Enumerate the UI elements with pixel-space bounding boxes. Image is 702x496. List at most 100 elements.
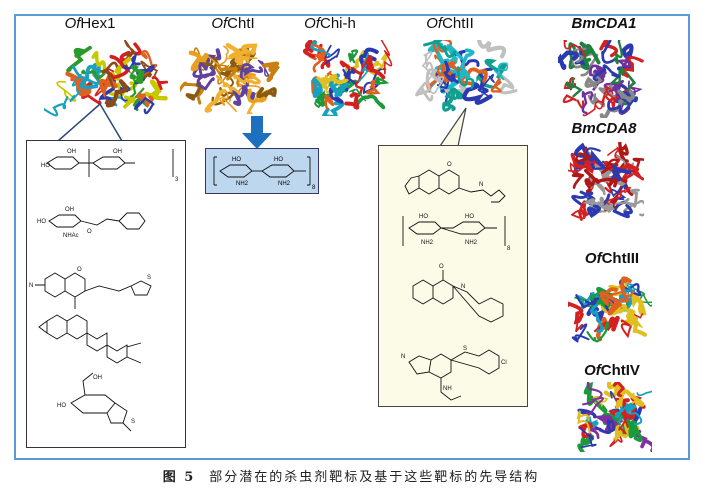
svg-text:S: S [463,346,467,352]
ribbon-segment [321,101,345,116]
ribbon-segment [144,79,168,101]
ribbon-segment [499,74,518,95]
ribbon-segment [363,55,386,80]
ribbon-segment [91,50,107,74]
ribbon-segment [214,58,238,81]
ribbon-segment [558,50,579,70]
label-ofchi-h: OfChi-h [304,15,356,32]
ribbon-segment [442,87,457,112]
ribbon-segment [582,198,607,210]
label-ofchtiv: OfChtIV [584,362,640,379]
ribbon-segment [616,55,631,68]
svg-text:NH2: NH2 [236,181,249,187]
ribbon-segment [571,172,585,189]
ribbon-segment [256,87,277,99]
ribbon-segment [444,60,466,73]
svg-text:3: 3 [175,177,179,183]
ribbon-segment [575,294,600,309]
label-ofchtiii: OfChtIII [584,250,640,267]
ribbon-segment [140,49,158,77]
ribbon-segment [631,292,647,316]
chitin-oligomer-structure: HO HO NH2 NH2 8 [213,156,316,191]
ribbon-segment [577,408,597,419]
ribbon-segment [601,40,615,64]
ribbon-segment [228,43,258,59]
svg-text:HO: HO [419,214,428,220]
ribbon-segment [432,40,453,54]
ribbon-segment [196,62,215,91]
ofhex1-inhibitors-box: OH OH HO 3 OH HO NHAc O N O S OH HO S [26,140,186,448]
svg-text:S: S [147,275,151,281]
ribbon-segment [490,78,502,93]
ribbon-segment [312,51,326,73]
ribbon-segment [104,79,128,108]
ribbon-segment [579,41,595,70]
ribbon-segment [204,45,229,67]
ribbon-segment [219,90,237,113]
svg-text:HO: HO [274,157,283,163]
ribbon-segment [613,40,623,65]
svg-text:HO: HO [57,403,66,409]
ribbon-segment [323,95,335,110]
ribbon-segment [616,403,643,426]
ribbon-segment [616,177,634,197]
ribbon-segment [69,73,85,102]
ribbon-segment [348,49,359,64]
figure-frame [14,14,690,460]
svg-text:O: O [447,162,452,168]
ribbon-segment [599,40,619,58]
ribbon-segment [446,44,464,65]
ribbon-segment [74,79,92,96]
ofchtii-inhibitor-structures: O N HO HO NH2 NH2 8 O N N S Cl NH [401,162,511,401]
ribbon-segment [415,81,434,102]
ribbon-segment [628,426,643,442]
ribbon-segment [239,63,255,87]
ribbon-segment [476,40,507,59]
ribbon-segment [136,93,154,107]
ribbon-segment [582,397,604,416]
ribbon-segment [616,142,629,163]
ribbon-segment [380,40,393,75]
ribbon-segment [599,291,622,316]
svg-text:8: 8 [507,246,511,252]
ribbon-segment [594,86,617,110]
svg-text:8: 8 [312,185,316,191]
label-ofchti: OfChtI [211,15,255,32]
ribbon-segment [576,410,591,434]
ribbon-segment [625,308,644,329]
ribbon-segment [80,81,102,105]
svg-text:NH2: NH2 [278,181,291,187]
ribbon-segment [618,416,629,435]
ribbon-segment [312,77,323,99]
svg-text:HO: HO [41,163,50,169]
ribbon-segment [434,54,449,81]
ribbon-segment [568,42,579,70]
ribbon-segment [583,168,618,188]
ribbon-segment [595,418,615,434]
ribbon-segment [459,48,475,80]
protein-ofchi-h-image [302,40,393,116]
svg-text:OH: OH [65,207,74,213]
protein-ofchtii-image [415,40,518,112]
ribbon-segment [261,61,280,83]
ribbon-segment [622,166,644,181]
ribbon-segment [423,40,457,58]
ribbon-segment [44,96,69,117]
protein-bmcda8-image [568,142,644,221]
ribbon-segment [425,75,445,95]
ribbon-segment [133,96,155,115]
ribbon-segment [339,60,365,75]
svg-text:N: N [401,354,405,360]
ribbon-segment [314,87,331,109]
ribbon-segment [636,390,652,397]
ribbon-segment [568,162,584,174]
svg-text:HO: HO [465,214,474,220]
ribbon-segment [225,42,250,66]
svg-text:OH: OH [113,149,122,155]
ribbon-segment [418,68,439,95]
ribbon-segment [325,44,340,65]
protein-ofchtiv-image [576,382,652,452]
ribbon-segment [215,64,236,74]
ribbon-segment [204,88,227,113]
